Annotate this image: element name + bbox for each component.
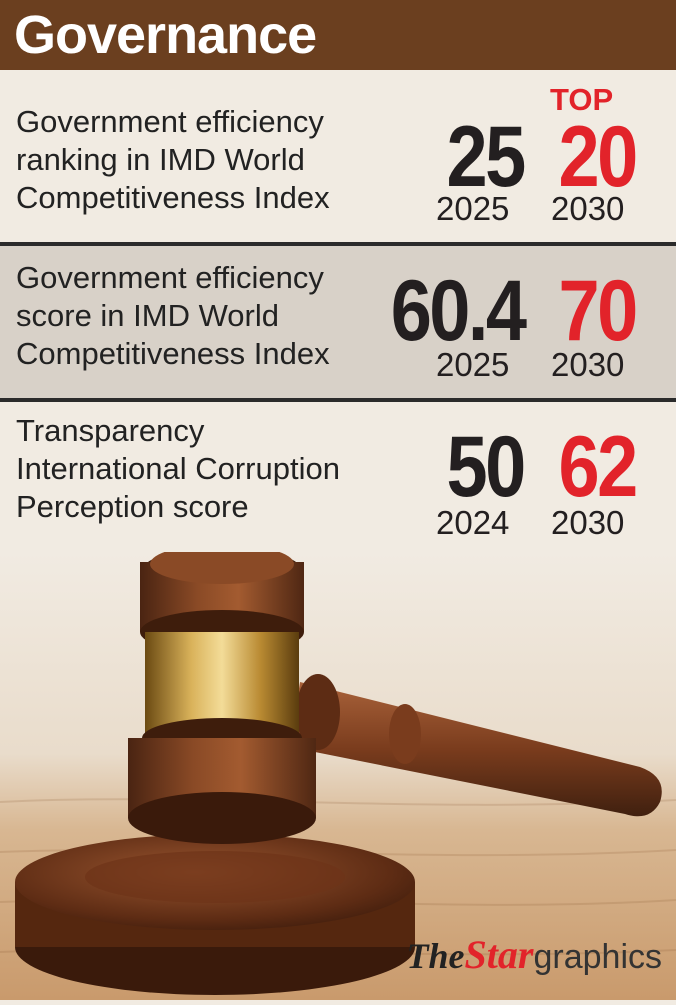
logo-the: The: [406, 936, 465, 976]
description-line: ranking in IMD World: [16, 142, 305, 177]
header-bar: Governance: [0, 0, 676, 70]
target-value: 70: [558, 263, 639, 359]
current-value: 25: [446, 109, 527, 205]
logo-star: Star: [464, 932, 534, 977]
metric-row-ranking: Government efficiency ranking in IMD Wor…: [0, 70, 676, 242]
metric-row-corruption: Transparency International Corruption Pe…: [0, 402, 676, 552]
target-year: 2030: [551, 504, 625, 541]
metric-row-score: Government efficiency score in IMD World…: [0, 246, 676, 398]
metric-description: Government efficiency score in IMD World…: [16, 259, 386, 373]
current-year: 2025: [436, 190, 510, 227]
description-line: Government efficiency: [16, 260, 324, 295]
description-line: score in IMD World: [16, 298, 279, 333]
description-line: Competitiveness Index: [16, 180, 330, 215]
description-line: Competitiveness Index: [16, 336, 330, 371]
description-line: Government efficiency: [16, 104, 324, 139]
metric-description: Transparency International Corruption Pe…: [16, 412, 386, 526]
target-year: 2030: [551, 346, 625, 383]
metric-description: Government efficiency ranking in IMD Wor…: [16, 103, 386, 217]
page-title: Governance: [14, 5, 317, 65]
target-value: 20: [558, 109, 639, 205]
description-line: Perception score: [16, 489, 249, 524]
current-value: 50: [446, 419, 527, 515]
logo-graphics: graphics: [533, 938, 662, 976]
current-year: 2024: [436, 504, 510, 541]
row-divider: [0, 242, 676, 246]
gavel-icon: [0, 544, 676, 1000]
row-divider: [0, 398, 676, 402]
current-year: 2025: [436, 346, 510, 383]
gavel-illustration: TheStargraphics: [0, 544, 676, 1000]
description-line: International Corruption: [16, 451, 340, 486]
target-year: 2030: [551, 190, 625, 227]
target-label: TOP: [550, 82, 614, 117]
target-value: 62: [558, 419, 639, 515]
the-star-graphics-logo: TheStargraphics: [407, 931, 662, 978]
current-value: 60.4: [390, 263, 526, 359]
description-line: Transparency: [16, 413, 205, 448]
